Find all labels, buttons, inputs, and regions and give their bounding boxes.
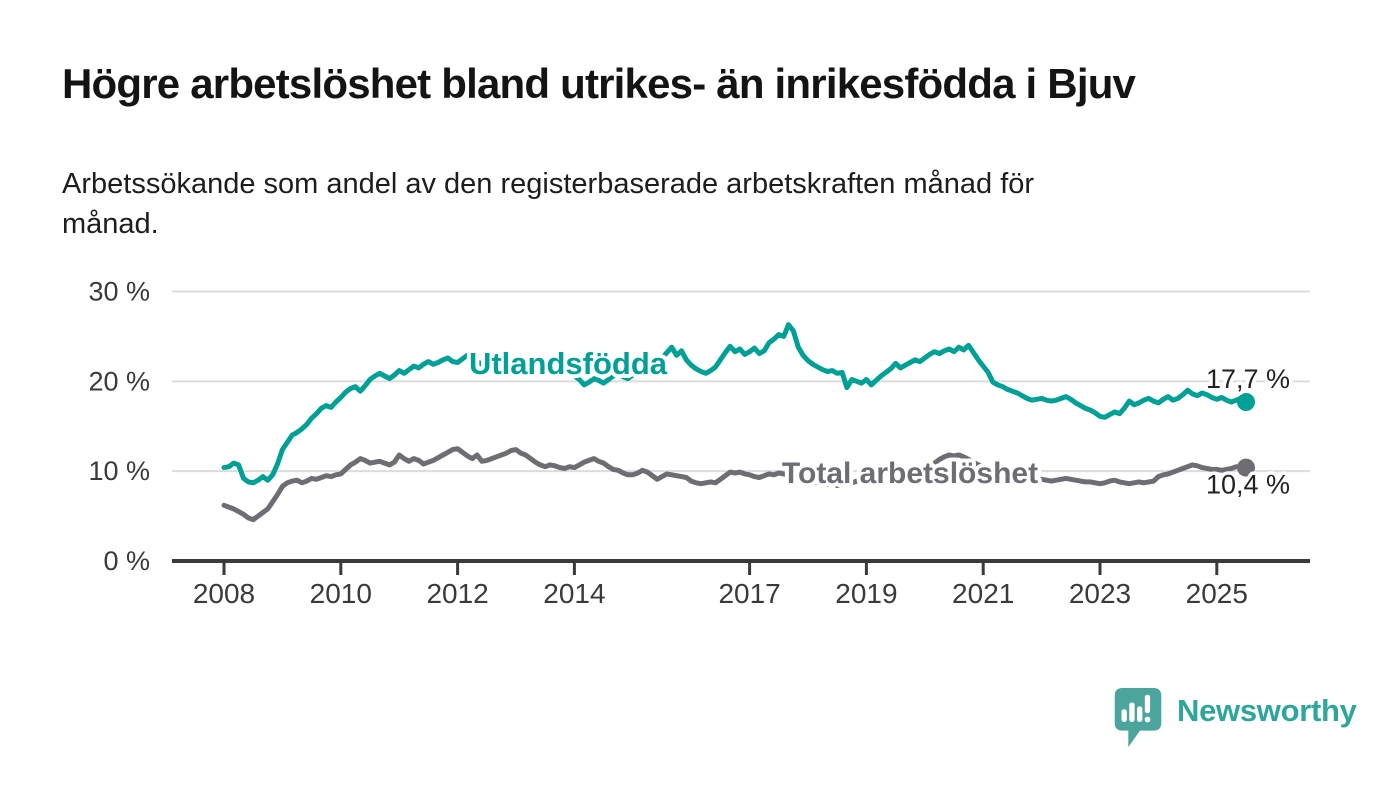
logo-exclamation-dot [1144, 716, 1151, 723]
series-label-1: Total arbetslöshet [782, 457, 1038, 490]
series-end-dot-1 [1237, 458, 1255, 477]
chart-subtitle: Arbetssökande som andel av den registerb… [62, 164, 1262, 244]
logo-bar-1 [1121, 709, 1127, 722]
x-axis-label-2010: 2010 [310, 578, 372, 609]
x-axis-label-2023: 2023 [1069, 578, 1131, 609]
y-axis-label-30: 30 % [88, 277, 150, 307]
y-axis-label-0: 0 % [103, 546, 150, 576]
series-line-1 [221, 446, 1249, 523]
series-end-label-1: 10,4 % [1206, 470, 1290, 500]
newsworthy-logo: Newsworthy [1112, 686, 1357, 752]
y-axis-label-20: 20 % [88, 366, 150, 396]
x-axis-label-2014: 2014 [543, 578, 605, 609]
chart-subtitle-line2: månad. [62, 208, 159, 240]
page-title: Högre arbetslöshet bland utrikes- än inr… [62, 60, 1136, 107]
chart-subtitle-line1: Arbetssökande som andel av den registerb… [62, 168, 1035, 200]
series-line-0 [221, 322, 1249, 486]
x-axis-label-2012: 2012 [426, 578, 488, 609]
logo-bar-2 [1129, 702, 1135, 722]
y-axis-label-10: 10 % [88, 456, 150, 486]
newsworthy-logo-icon [1114, 687, 1162, 748]
x-axis-label-2008: 2008 [193, 578, 255, 609]
newsworthy-logo-text: Newsworthy [1177, 693, 1357, 728]
x-axis-label-2017: 2017 [718, 578, 780, 609]
logo-bar-3 [1137, 706, 1143, 722]
x-axis-label-2019: 2019 [835, 578, 897, 609]
x-axis-label-2025: 2025 [1186, 578, 1248, 609]
series-end-label-0: 17,7 % [1206, 364, 1290, 394]
logo-exclamation-stem [1144, 694, 1151, 714]
x-axis-label-2021: 2021 [952, 578, 1014, 609]
series-label-0: Utlandsfödda [469, 346, 668, 381]
series-end-dot-0 [1237, 393, 1255, 412]
